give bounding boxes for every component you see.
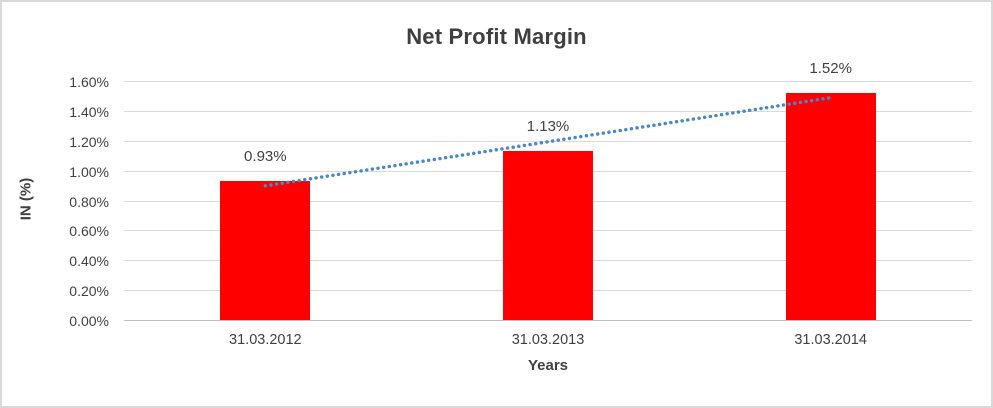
data-label: 1.13% — [526, 118, 570, 136]
x-axis-title: Years — [527, 357, 569, 374]
y-tick-label: 0.40% — [69, 253, 109, 270]
x-tick-label: 31.03.2012 — [229, 332, 302, 348]
y-tick-label: 1.00% — [69, 163, 109, 180]
bar-31.03.2014 — [785, 92, 876, 320]
y-tick-label: 0.80% — [69, 193, 109, 210]
chart-title: Net Profit Margin — [406, 24, 587, 49]
data-label: 0.93% — [244, 148, 287, 166]
plot-area: 0.93% 1.13% 1.52% — [124, 60, 972, 321]
gridline — [124, 110, 972, 112]
gridline — [124, 81, 972, 82]
bar-31.03.2013 — [503, 151, 593, 320]
trendline — [263, 95, 833, 188]
x-tick-label: 31.03.2014 — [794, 332, 867, 348]
x-axis-line — [124, 320, 972, 321]
bar-31.03.2012 — [220, 181, 311, 320]
y-tick-label: 1.40% — [69, 103, 109, 120]
data-label: 1.52% — [809, 59, 852, 77]
y-tick-label: 0.60% — [69, 223, 109, 240]
y-tick-label: 1.20% — [69, 133, 109, 150]
y-tick-label: 0.20% — [69, 283, 109, 300]
y-tick-label: 1.60% — [69, 74, 109, 90]
y-tick-label: 0.00% — [69, 313, 109, 329]
x-tick-label: 31.03.2013 — [511, 332, 585, 348]
